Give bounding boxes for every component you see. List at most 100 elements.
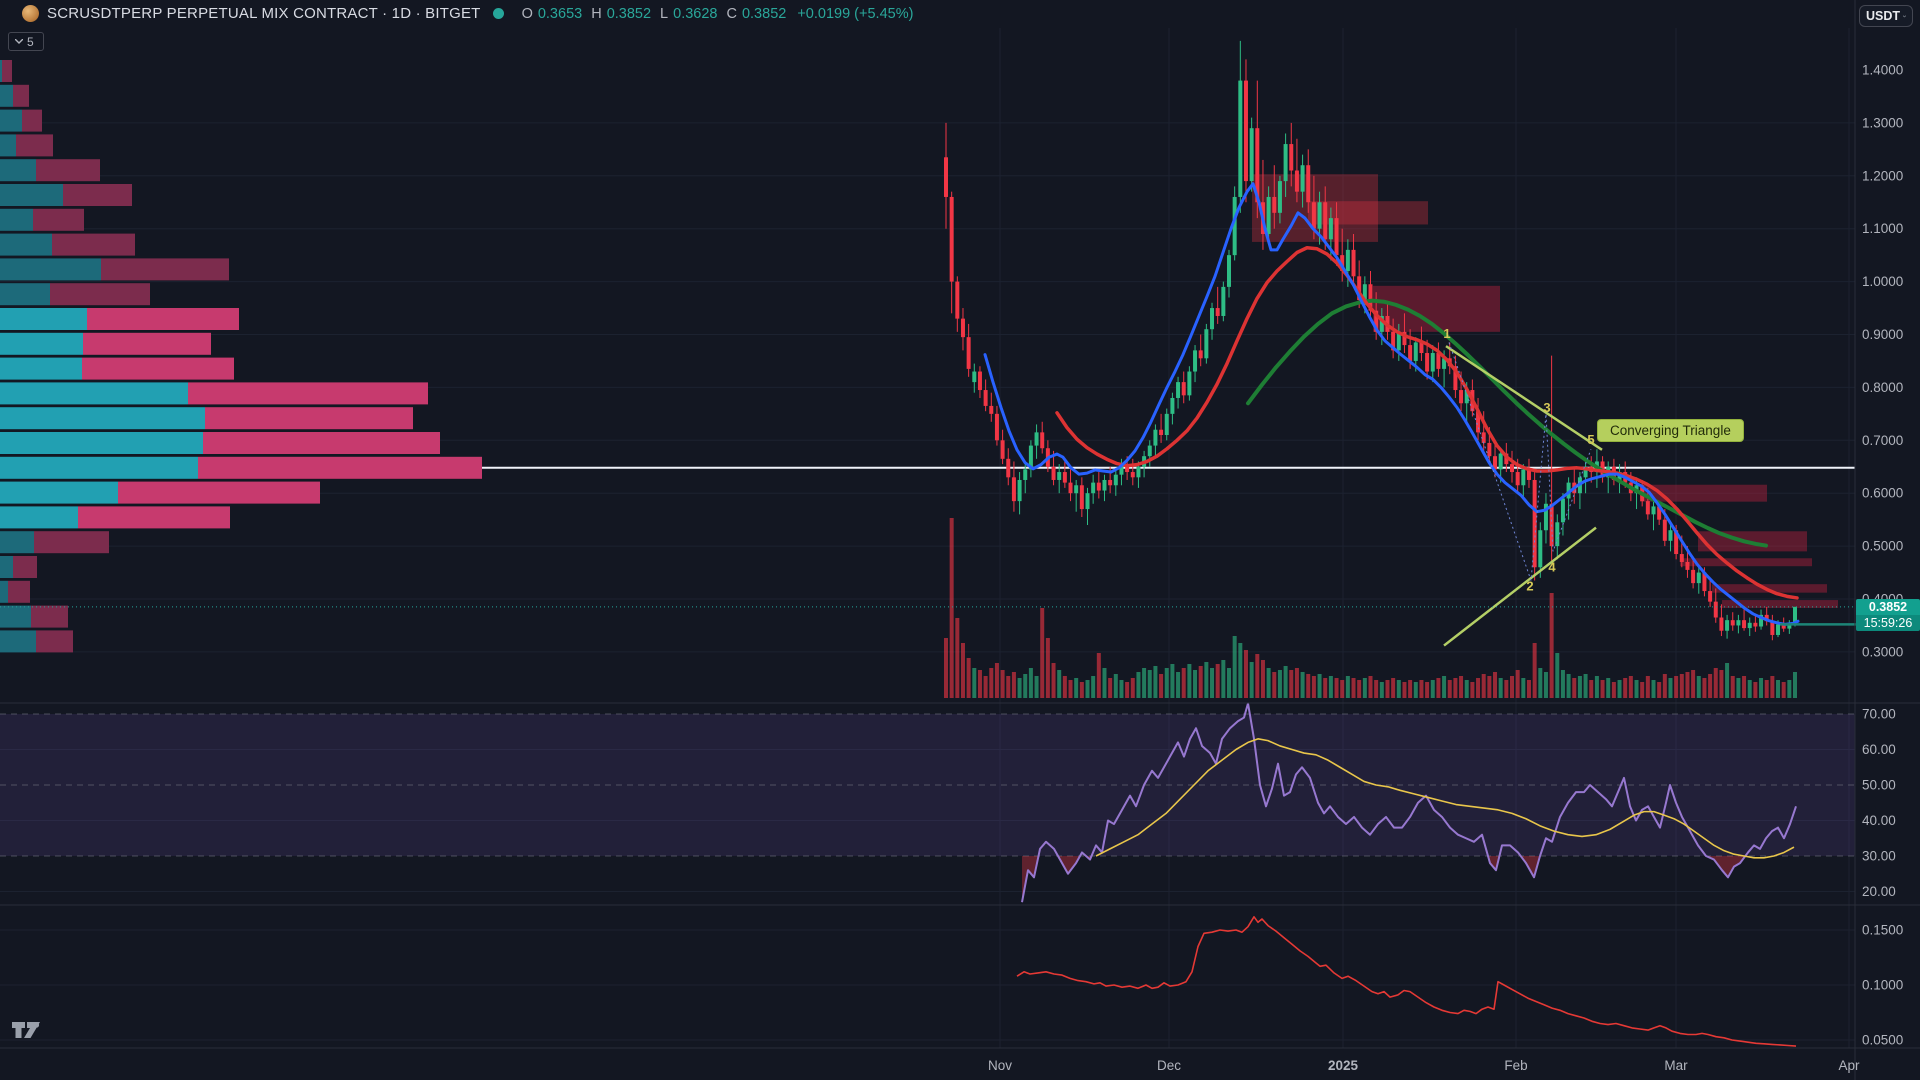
price-scale-label: 0.8000 [1862,380,1903,395]
price-scale[interactable]: 1.4000 1.3000 1.2000 1.1000 1.0000 0.9000 0.80… [1862,63,1903,1048]
volume-bar [1430,680,1435,698]
volume-bar [955,618,960,698]
volume-bar [1266,668,1271,698]
volume-bar [1759,678,1764,698]
candle-body [977,371,982,391]
volume-bar [944,638,948,698]
candle-body [1753,622,1758,627]
candle-body [1747,622,1752,629]
candle-body [1696,572,1701,584]
candle-body [1391,331,1396,351]
volume-bar [1515,670,1520,698]
candle-body [1125,464,1130,473]
candle-body [1759,614,1764,627]
candle-body [1436,353,1441,369]
candle-body [1040,432,1045,449]
candle-body [1374,310,1379,332]
market-status-icon [492,8,504,19]
candle-body [1781,624,1786,629]
candle-body [1719,617,1724,631]
open-label: O [521,5,533,22]
volume-bar [1611,682,1616,698]
currency-selector-button[interactable]: USDT [1859,5,1913,27]
volume-bar [1323,678,1328,698]
supply-zone [1722,600,1838,608]
volume-bar [1510,676,1514,698]
volume-bar [1572,678,1577,698]
volume-bar [1255,654,1260,698]
volume-bar [1577,676,1582,698]
profile-buy-bar [0,357,82,380]
volume-bar [1198,666,1203,698]
candle-body [1555,522,1560,547]
price-scale-label: 40.00 [1862,813,1896,828]
profile-sell-bar [205,407,413,430]
profile-buy-bar [0,432,203,454]
candle-body [1493,456,1498,470]
profile-buy-bar [0,109,22,132]
volume-bar [1028,668,1033,698]
volume-bar [1153,666,1158,698]
price-scale-label: 1.1000 [1862,221,1903,236]
volume-bar [1249,662,1254,698]
time-scale[interactable]: Nov Dec 2025 Feb Mar Apr [988,1058,1860,1073]
candle-body [1187,371,1192,396]
ohlc-values: O 0.3653 H 0.3852 L 0.3628 C 0.3852 +0.0199 … [522,6,914,22]
volume-bar [972,668,977,698]
volume-bar [1787,680,1792,698]
candle-body [1023,469,1028,480]
symbol-title[interactable]: SCRUSDTPERP PERPETUAL MIX CONTRACT · 1D … [47,5,481,22]
currency-selector-label: USDT [1866,9,1901,23]
wave-count-label: 1 [1443,326,1450,341]
volume-bar [1357,680,1362,698]
volume-bar [1272,672,1277,698]
candle-body [1153,429,1158,446]
candle-body [1306,165,1311,203]
volume-bar [1227,668,1231,698]
price-scale-label: 1.2000 [1862,168,1903,183]
candle-body [1730,620,1735,626]
volume-bar [983,676,988,698]
candle-body [1096,482,1101,491]
volume-bar [977,670,982,698]
legend-collapse-button[interactable]: 5 [8,32,44,51]
volume-bar [1532,643,1537,698]
supply-zone [1712,584,1827,593]
volume-bar [1079,682,1084,698]
candle-body [960,318,965,338]
price-scale-label: 0.7000 [1862,433,1903,448]
profile-sell-bar [101,258,229,281]
candle-body [1028,445,1033,470]
volume-bar [1753,682,1758,698]
volume-bar [1634,680,1639,698]
candle-body [1345,249,1350,272]
volume-bar [1600,680,1605,698]
candle-body [1674,530,1679,555]
wave-count-label: 2 [1526,578,1533,593]
volume-bar [1470,682,1475,698]
volume-bar [1328,676,1333,698]
candle-body [1770,621,1775,635]
rsi-oversold-fill [1058,856,1080,874]
candle-body [1159,429,1164,436]
candle-body [1181,382,1186,396]
profile-buy-bar [0,407,205,430]
price-scale-label: 1.3000 [1862,115,1903,130]
volume-bar [1181,668,1186,698]
volume-bar [1623,678,1628,698]
chevron-down-icon [1903,14,1906,17]
volume-bar [994,663,999,698]
candle-body [1521,469,1526,486]
triangle-annotation-label[interactable]: Converging Triangle [1597,419,1744,442]
volume-bar [1606,678,1611,698]
profile-sell-bar [16,134,53,157]
candle-body [1459,390,1464,404]
candle-body [1272,196,1277,213]
wave-count-label: 3 [1543,400,1550,415]
volume-bar [1011,672,1016,698]
candle-body [1736,620,1741,626]
volume-bar [1640,682,1645,698]
volume-bar [1351,678,1356,698]
price-scale-label: 0.3000 [1862,644,1903,659]
